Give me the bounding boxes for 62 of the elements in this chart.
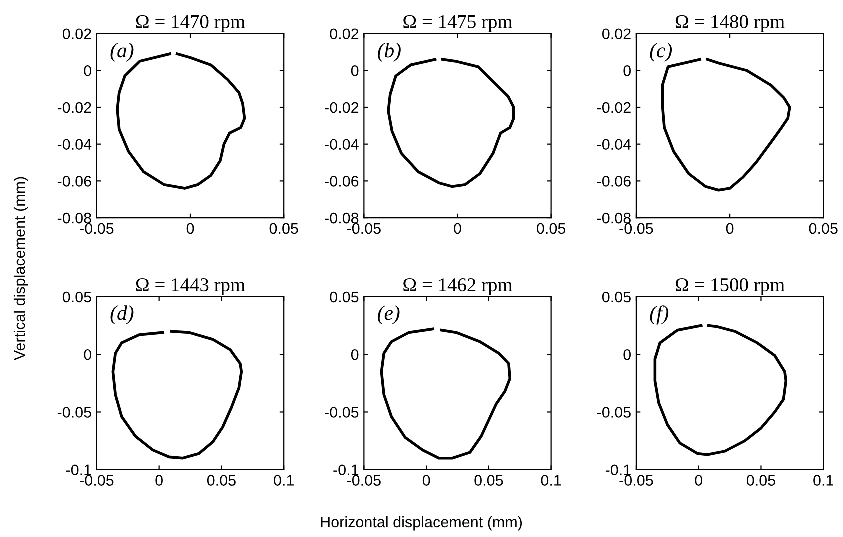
x-tick-label: 0 <box>726 223 734 234</box>
y-tick-label: -0.02 <box>325 102 359 114</box>
line-series <box>654 324 788 456</box>
chart-title: Ω = 1480 rpm <box>676 15 785 32</box>
y-tick-label: -0.05 <box>58 407 92 418</box>
x-tick-label: 0.1 <box>814 475 834 486</box>
y-tick-label: -0.08 <box>58 212 92 224</box>
y-tick-label: 0.05 <box>62 292 92 303</box>
y-tick-label: 0.05 <box>330 292 359 303</box>
y-tick-label: 0 <box>84 66 92 76</box>
y-tick-label: -0.04 <box>58 139 92 150</box>
x-tick-label: 0 <box>454 223 462 234</box>
y-tick-label: -0.05 <box>325 407 359 418</box>
line-series <box>380 328 512 460</box>
y-tick-label: -0.05 <box>597 407 631 418</box>
y-tick-label: 0 <box>351 349 359 360</box>
y-tick-label: 0 <box>624 66 632 76</box>
y-tick-label: -0.1 <box>66 464 92 476</box>
x-axis-title: Horizontal displacement (mm) <box>321 516 522 531</box>
y-tick-label: 0 <box>84 349 92 360</box>
annotation: (c) <box>650 43 672 62</box>
y-tick-label: -0.08 <box>325 212 359 224</box>
y-tick-label: -0.1 <box>606 464 631 476</box>
line-series <box>112 330 244 460</box>
chart-title: Ω = 1462 rpm <box>404 278 513 296</box>
y-tick-label: -0.04 <box>325 139 359 150</box>
annotation: (d) <box>110 306 134 324</box>
y-tick-label: -0.02 <box>597 102 631 114</box>
x-tick-label: 0 <box>695 475 702 486</box>
y-tick-label: 0.02 <box>330 28 359 40</box>
y-tick-label: 0.02 <box>602 28 631 40</box>
y-tick-label: 0.02 <box>62 28 92 40</box>
x-tick-label: 0.05 <box>537 223 566 234</box>
annotation: (e) <box>378 306 400 324</box>
y-tick-label: -0.06 <box>597 176 631 187</box>
chart-title: Ω = 1475 rpm <box>404 15 513 32</box>
y-tick-label: 0 <box>624 349 632 360</box>
x-tick-label: 0 <box>156 475 163 486</box>
x-tick-label: 0.05 <box>809 223 838 234</box>
chart-title: Ω = 1470 rpm <box>136 15 246 32</box>
x-tick-label: 0.1 <box>274 475 294 486</box>
x-tick-label: 0 <box>422 475 430 486</box>
y-tick-label: 0.05 <box>602 292 631 303</box>
chart-title: Ω = 1500 rpm <box>676 278 785 296</box>
y-tick-label: -0.04 <box>597 139 632 150</box>
annotation: (f) <box>650 306 669 325</box>
y-tick-label: -0.06 <box>58 176 92 187</box>
x-tick-label: 0 <box>186 223 194 234</box>
annotation: (a) <box>110 43 134 62</box>
chart-title: Ω = 1443 rpm <box>136 278 246 296</box>
x-tick-label: 0.05 <box>270 223 298 234</box>
y-axis-title: Vertical displacement (mm) <box>14 177 28 361</box>
y-tick-label: -0.02 <box>58 102 92 114</box>
y-tick-label: -0.06 <box>325 176 359 187</box>
x-tick-label: 0.05 <box>746 475 776 486</box>
x-tick-label: 0.1 <box>541 475 562 486</box>
y-tick-label: 0 <box>351 66 359 76</box>
y-tick-label: -0.1 <box>334 464 359 476</box>
x-tick-label: 0.05 <box>474 475 504 486</box>
x-tick-label: 0.05 <box>207 475 236 486</box>
annotation: (b) <box>378 43 401 62</box>
y-tick-label: -0.08 <box>597 212 631 224</box>
